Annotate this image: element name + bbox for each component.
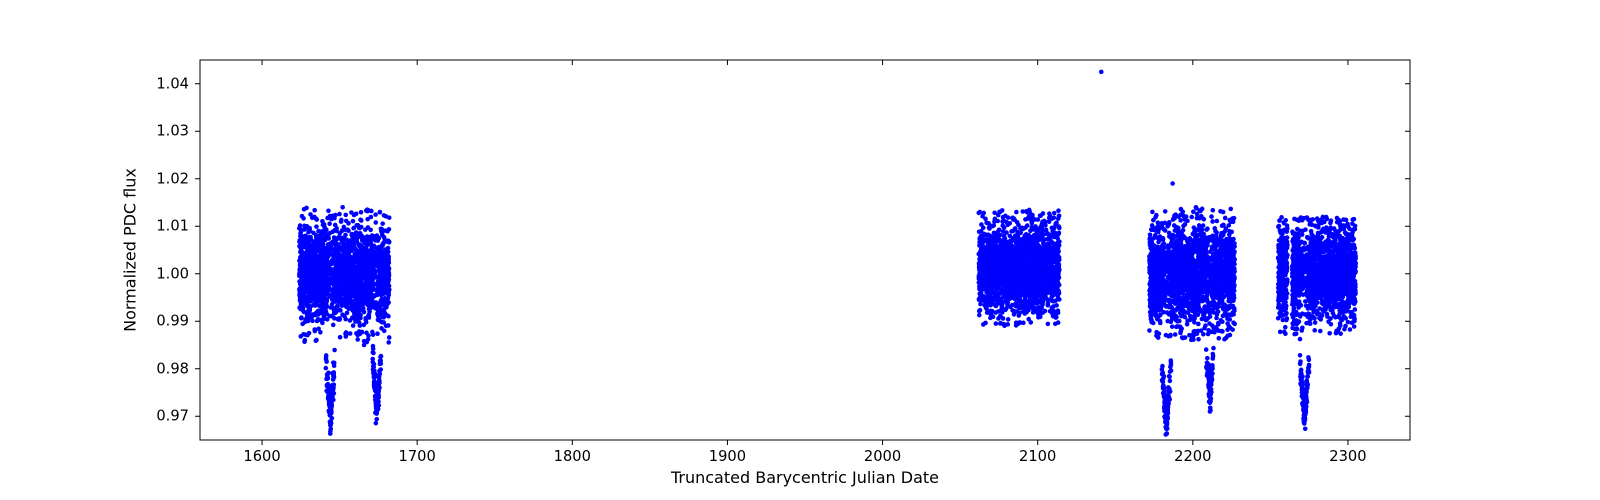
y-tick-label: 1.01 <box>156 218 189 235</box>
x-tick-label: 2200 <box>1174 448 1211 465</box>
lightcurve-figure: Truncated Barycentric Julian Date Normal… <box>0 0 1600 500</box>
y-tick-label: 0.97 <box>156 408 189 425</box>
plot-svg <box>0 0 1600 500</box>
y-tick-label: 1.03 <box>156 123 189 140</box>
x-axis-label: Truncated Barycentric Julian Date <box>671 468 939 487</box>
x-tick-label: 2100 <box>1019 448 1056 465</box>
y-tick-label: 1.00 <box>156 265 189 282</box>
y-tick-label: 1.02 <box>156 170 189 187</box>
y-tick-label: 1.04 <box>156 75 189 92</box>
x-tick-label: 1800 <box>554 448 591 465</box>
y-tick-label: 0.98 <box>156 360 189 377</box>
x-tick-label: 1900 <box>709 448 746 465</box>
y-tick-label: 0.99 <box>156 313 189 330</box>
x-tick-label: 1700 <box>399 448 436 465</box>
y-axis-label: Normalized PDC flux <box>121 168 140 332</box>
x-tick-label: 2300 <box>1329 448 1366 465</box>
x-tick-label: 1600 <box>243 448 280 465</box>
x-tick-label: 2000 <box>864 448 901 465</box>
